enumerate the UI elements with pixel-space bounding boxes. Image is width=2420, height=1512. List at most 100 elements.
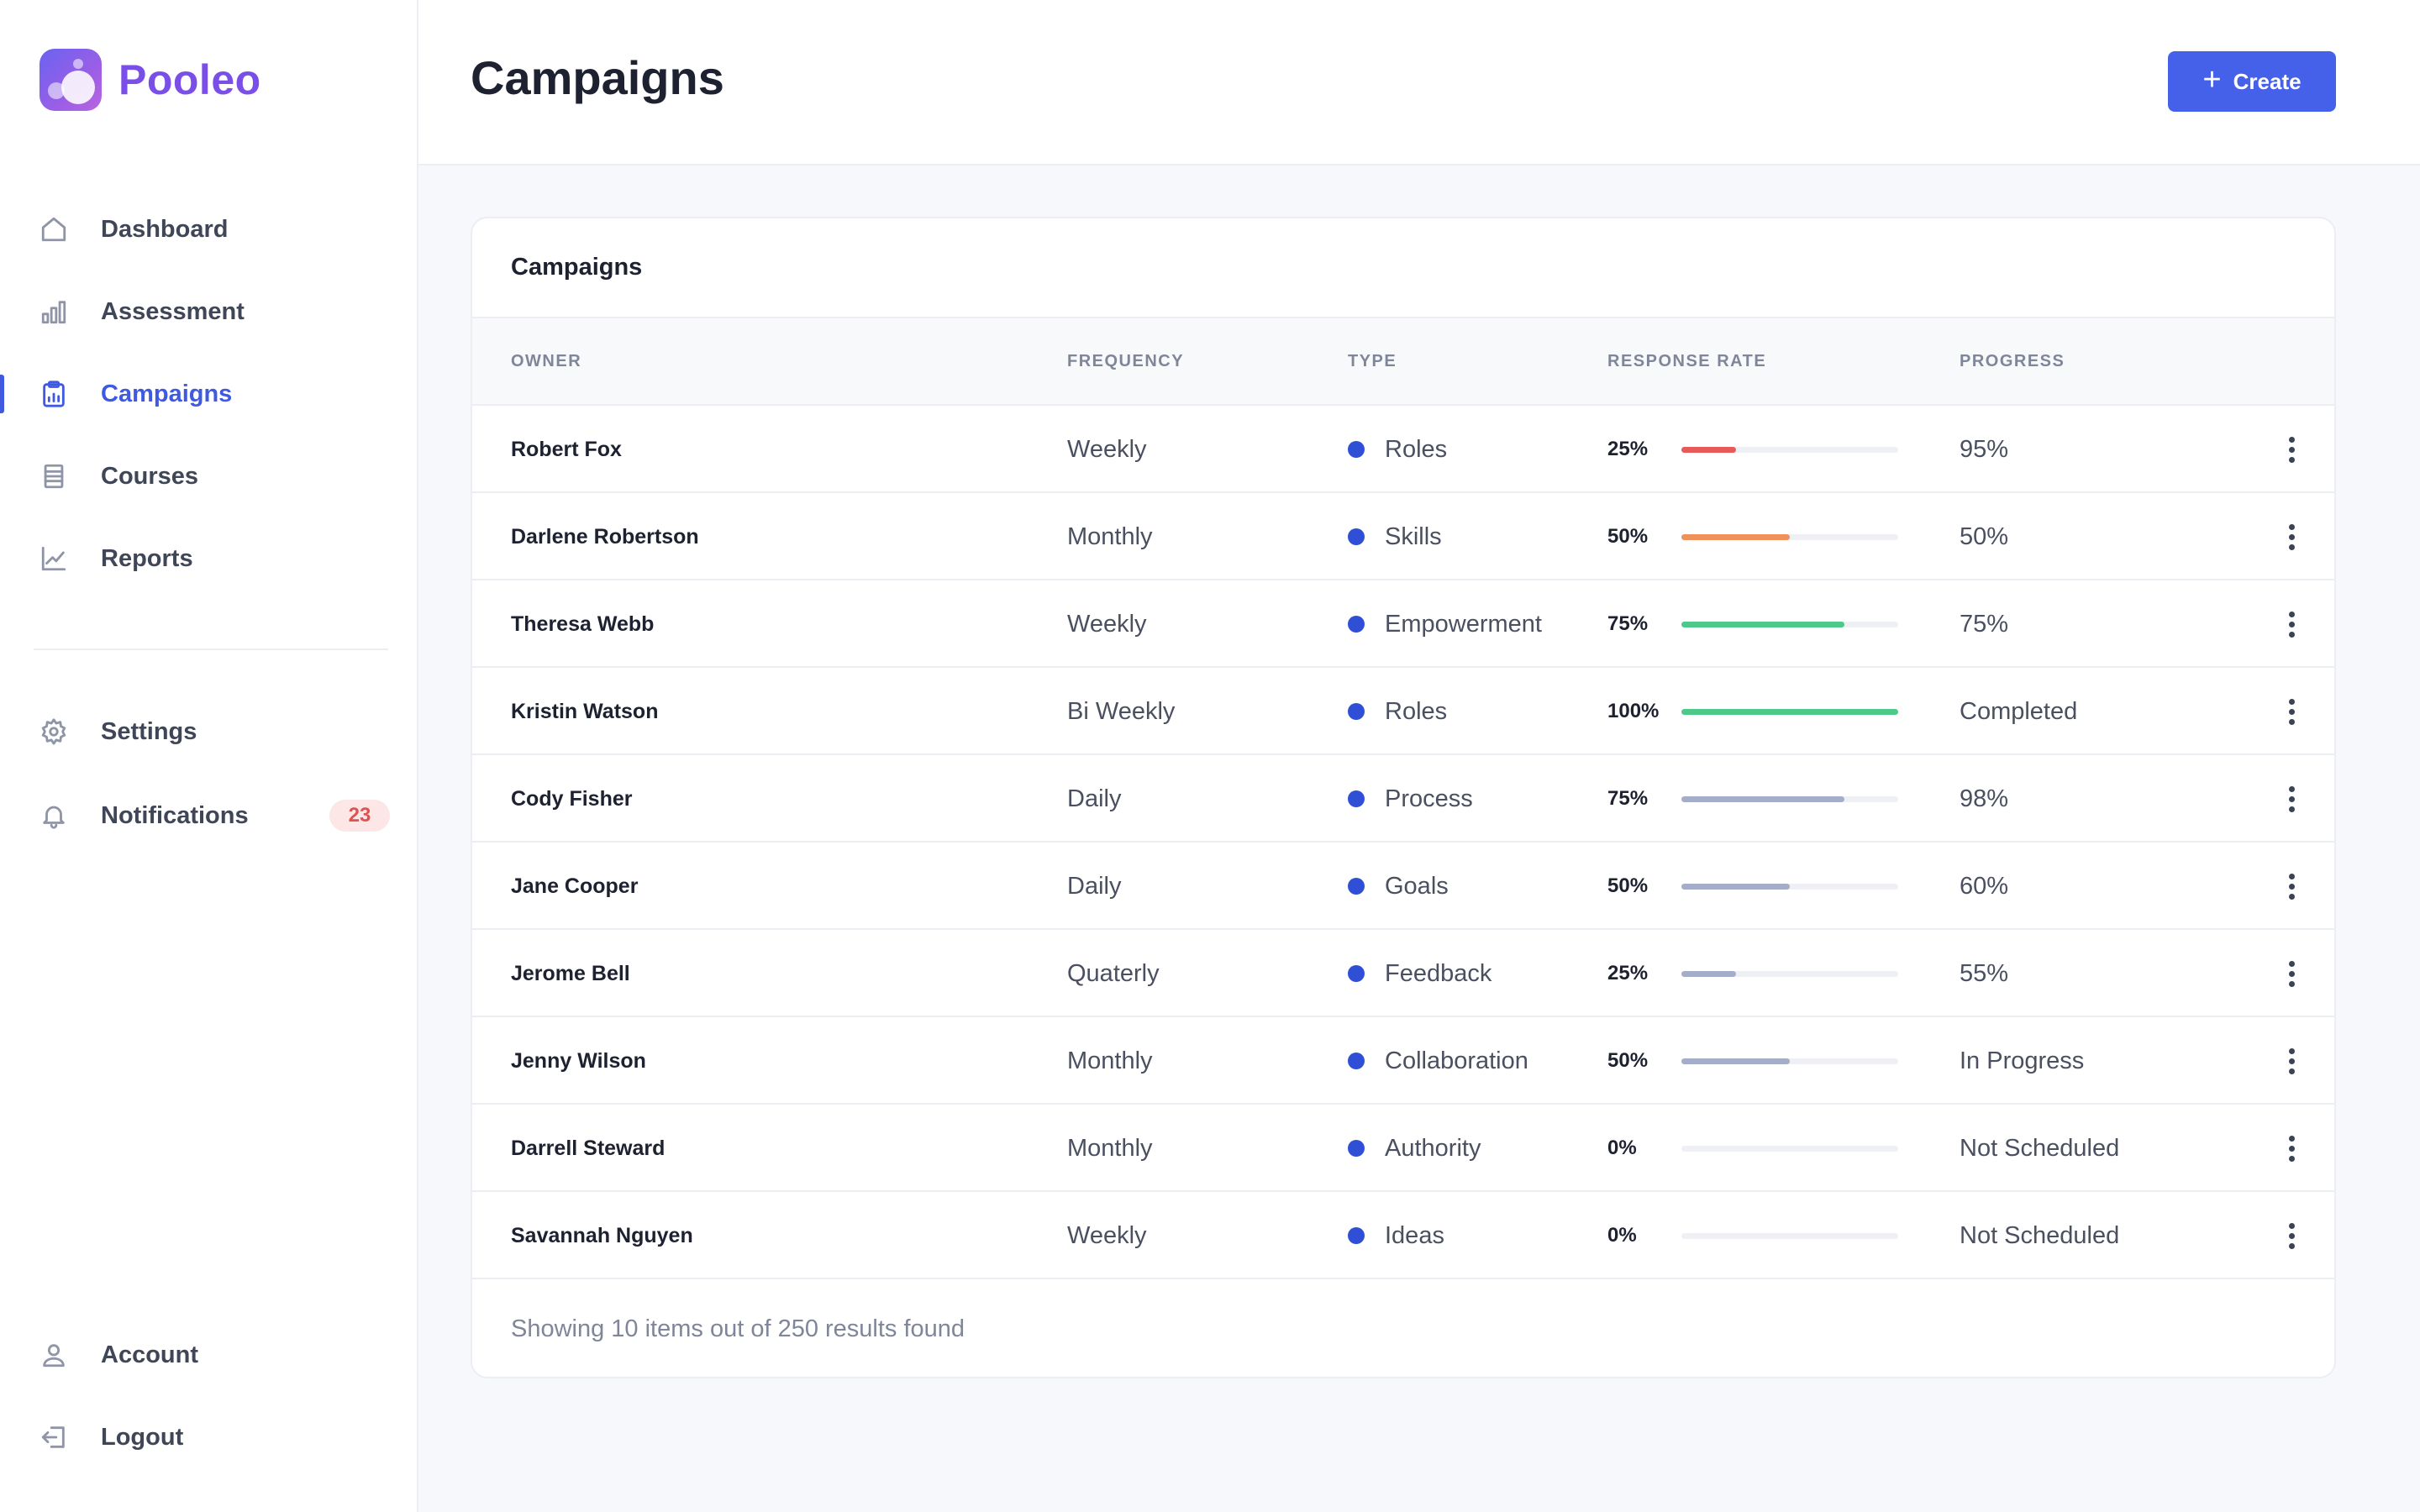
progress-value: 55% [1960, 959, 2009, 987]
type-dot-icon [1348, 441, 1365, 458]
sidebar-item-dashboard[interactable]: Dashboard [0, 200, 417, 259]
row-menu-button[interactable] [2279, 493, 2304, 580]
type-cell: Skills [1348, 493, 1442, 580]
progress-value: 98% [1960, 785, 2009, 812]
clipboard-chart-icon [37, 377, 71, 411]
more-vertical-icon [2288, 611, 2295, 638]
more-vertical-icon [2288, 873, 2295, 900]
type-cell: Roles [1348, 406, 1447, 493]
table-row[interactable]: Robert Fox Weekly Roles 25% 95% [472, 406, 2334, 493]
row-menu-button[interactable] [2279, 406, 2304, 493]
table-row[interactable]: Savannah Nguyen Weekly Ideas 0% Not Schedule… [472, 1192, 2334, 1279]
response-rate-bar [1681, 534, 1898, 540]
page-header: Campaigns + Create [418, 0, 2420, 165]
create-button[interactable]: + Create [2168, 51, 2336, 112]
frequency-value: Monthly [1067, 1047, 1153, 1074]
bar-chart-icon [37, 295, 71, 328]
table-row[interactable]: Cody Fisher Daily Process 75% 98% [472, 755, 2334, 843]
sidebar-item-settings[interactable]: Settings [0, 702, 417, 761]
progress-value: In Progress [1960, 1047, 2085, 1074]
frequency-value: Weekly [1067, 610, 1147, 638]
create-button-label: Create [2233, 68, 2302, 94]
user-icon [37, 1338, 71, 1372]
response-rate-bar-fill [1681, 534, 1790, 540]
gear-icon [37, 715, 71, 748]
response-rate-bar [1681, 884, 1898, 890]
trend-icon [37, 542, 71, 575]
more-vertical-icon [2288, 698, 2295, 725]
type-dot-icon [1348, 790, 1365, 807]
sidebar: Pooleo Dashboard Assessment Campaigns Co… [0, 0, 418, 1512]
sidebar-item-reports[interactable]: Reports [0, 529, 417, 588]
owner-name: Cody Fisher [511, 786, 633, 811]
frequency-value: Daily [1067, 785, 1122, 812]
row-menu-button[interactable] [2279, 755, 2304, 843]
card-title: Campaigns [511, 254, 643, 281]
notification-count-badge: 23 [329, 800, 390, 832]
frequency-value: Bi Weekly [1067, 697, 1176, 725]
response-rate-bar-fill [1681, 884, 1790, 890]
column-header-response-rate[interactable]: RESPONSE RATE [1607, 352, 1767, 370]
response-rate-bar [1681, 1058, 1898, 1064]
sidebar-item-label: Courses [101, 462, 199, 490]
owner-name: Jenny Wilson [511, 1048, 646, 1073]
column-header-progress[interactable]: PROGRESS [1960, 352, 2065, 370]
row-menu-button[interactable] [2279, 1017, 2304, 1105]
response-rate-value: 75% [1607, 612, 1649, 635]
column-header-frequency[interactable]: FREQUENCY [1067, 352, 1185, 370]
type-dot-icon [1348, 1227, 1365, 1244]
more-vertical-icon [2288, 785, 2295, 812]
type-dot-icon [1348, 703, 1365, 720]
type-value: Roles [1385, 435, 1448, 463]
sidebar-item-campaigns[interactable]: Campaigns [0, 365, 417, 423]
type-cell: Empowerment [1348, 580, 1542, 668]
row-menu-button[interactable] [2279, 580, 2304, 668]
frequency-value: Monthly [1067, 1134, 1153, 1162]
table-row[interactable]: Kristin Watson Bi Weekly Roles 100% Complete… [472, 668, 2334, 755]
sidebar-divider [34, 648, 388, 650]
table-row[interactable]: Darrell Steward Monthly Authority 0% Not Sch… [472, 1105, 2334, 1192]
page-title: Campaigns [471, 51, 724, 104]
row-menu-button[interactable] [2279, 930, 2304, 1017]
table-row[interactable]: Jerome Bell Quaterly Feedback 25% 55% [472, 930, 2334, 1017]
more-vertical-icon [2288, 1047, 2295, 1074]
sidebar-item-courses[interactable]: Courses [0, 447, 417, 506]
frequency-value: Daily [1067, 872, 1122, 900]
column-header-type[interactable]: TYPE [1348, 352, 1397, 370]
sidebar-item-account[interactable]: Account [0, 1326, 417, 1384]
column-header-owner[interactable]: OWNER [511, 352, 582, 370]
table-row[interactable]: Theresa Webb Weekly Empowerment 75% 75% [472, 580, 2334, 668]
sidebar-item-label: Notifications [101, 801, 249, 829]
response-rate-bar-fill [1681, 796, 1844, 802]
type-value: Feedback [1385, 959, 1492, 987]
pooleo-logo-icon [39, 49, 102, 111]
home-icon [37, 213, 71, 246]
sidebar-item-assessment[interactable]: Assessment [0, 282, 417, 341]
row-menu-button[interactable] [2279, 668, 2304, 755]
frequency-value: Weekly [1067, 1221, 1147, 1249]
type-cell: Authority [1348, 1105, 1481, 1192]
brand[interactable]: Pooleo [39, 49, 261, 111]
sidebar-item-label: Assessment [101, 297, 245, 325]
progress-value: 95% [1960, 435, 2009, 463]
table-row[interactable]: Darlene Robertson Monthly Skills 50% 50% [472, 493, 2334, 580]
type-value: Authority [1385, 1134, 1481, 1162]
type-cell: Ideas [1348, 1192, 1444, 1279]
table-row[interactable]: Jane Cooper Daily Goals 50% 60% [472, 843, 2334, 930]
response-rate-bar [1681, 622, 1898, 627]
type-value: Goals [1385, 872, 1449, 900]
owner-name: Savannah Nguyen [511, 1223, 693, 1247]
type-cell: Goals [1348, 843, 1449, 930]
type-dot-icon [1348, 1053, 1365, 1069]
brand-name: Pooleo [118, 56, 261, 103]
more-vertical-icon [2288, 1135, 2295, 1162]
sidebar-item-logout[interactable]: Logout [0, 1408, 417, 1467]
sidebar-item-notifications[interactable]: Notifications 23 [0, 786, 417, 845]
row-menu-button[interactable] [2279, 1105, 2304, 1192]
table-row[interactable]: Jenny Wilson Monthly Collaboration 50% In Pr… [472, 1017, 2334, 1105]
type-value: Collaboration [1385, 1047, 1528, 1074]
row-menu-button[interactable] [2279, 843, 2304, 930]
frequency-value: Quaterly [1067, 959, 1160, 987]
row-menu-button[interactable] [2279, 1192, 2304, 1279]
owner-name: Jerome Bell [511, 961, 630, 985]
